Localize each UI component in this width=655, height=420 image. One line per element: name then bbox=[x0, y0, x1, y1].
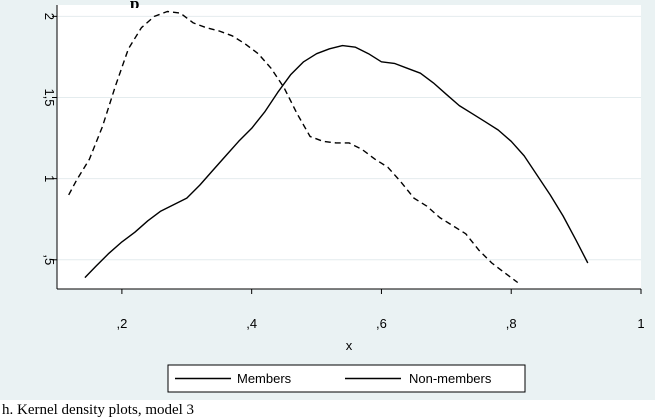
legend-label-non-members: Non-members bbox=[409, 371, 492, 386]
y-tick-label: 1 bbox=[42, 175, 57, 182]
y-tick-label: ,5 bbox=[42, 254, 57, 265]
chart-canvas: ,5 1 1,5 2 ,2 ,4 ,6 ,8 1 x Members Non-members bbox=[42, 5, 645, 393]
axes: ,5 1 1,5 2 ,2 ,4 ,6 ,8 1 bbox=[42, 5, 645, 331]
series-line-non-members bbox=[68, 10, 519, 284]
chart-title-fragment: p bbox=[130, 0, 139, 8]
plot-area bbox=[57, 5, 641, 289]
legend-label-members: Members bbox=[237, 371, 292, 386]
x-tick-label: ,8 bbox=[506, 316, 517, 331]
x-tick-label: ,2 bbox=[116, 316, 127, 331]
legend: Members Non-members bbox=[167, 364, 526, 393]
series-line-members bbox=[84, 44, 589, 279]
y-tick-label: 2 bbox=[42, 13, 57, 20]
figure-caption: h. Kernel density plots, model 3 bbox=[0, 400, 655, 420]
y-tick-label: 1,5 bbox=[42, 88, 57, 106]
x-tick-label: ,4 bbox=[246, 316, 257, 331]
x-tick-label: ,6 bbox=[376, 316, 387, 331]
x-tick-label: 1 bbox=[637, 316, 644, 331]
x-axis-title: x bbox=[346, 338, 353, 353]
series-layer bbox=[68, 10, 589, 284]
